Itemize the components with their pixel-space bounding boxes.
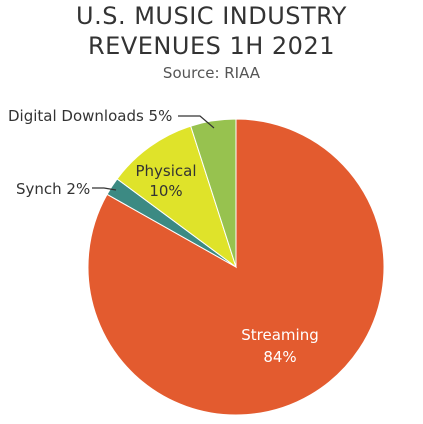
pie-slices bbox=[87, 118, 385, 416]
chart-title-line-1: U.S. MUSIC INDUSTRY bbox=[76, 2, 347, 30]
leader-line-synch bbox=[92, 187, 117, 191]
chart-title-line-2: REVENUES 1H 2021 bbox=[88, 32, 335, 60]
chart-subtitle: Source: RIAA bbox=[162, 64, 261, 82]
label-streaming: Streaming bbox=[241, 326, 318, 344]
pie-slice-physical bbox=[116, 125, 237, 269]
label-digital-downloads: Digital Downloads 5% bbox=[8, 107, 172, 125]
label-streaming-percent: 84% bbox=[263, 348, 296, 366]
label-physical-percent: 10% bbox=[149, 182, 182, 200]
label-synch: Synch 2% bbox=[16, 180, 90, 198]
pie-slice-digital-downloads bbox=[190, 118, 237, 268]
label-physical: Physical bbox=[135, 162, 196, 180]
leader-line-digital-downloads bbox=[178, 115, 215, 129]
